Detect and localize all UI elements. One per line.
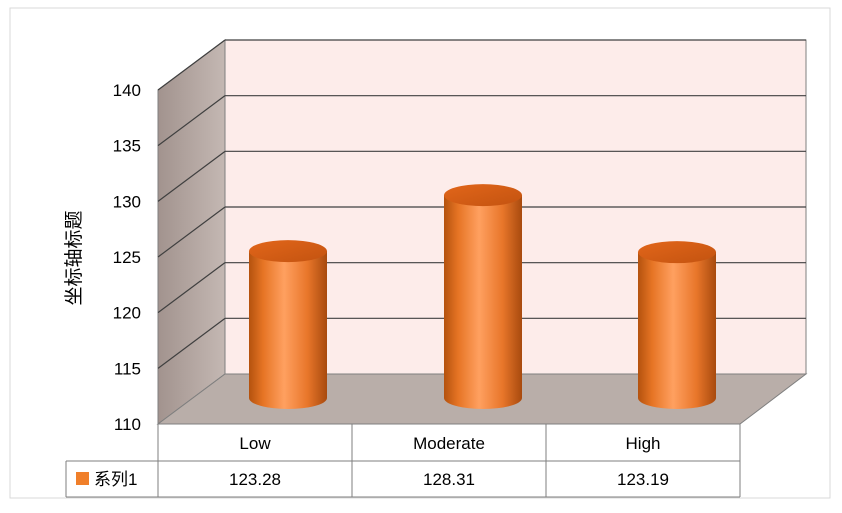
bar-top (444, 184, 522, 207)
y-tick-label: 130 (113, 192, 141, 211)
y-tick-label: 125 (113, 248, 141, 267)
gridline (157, 95, 226, 147)
x-tick-label: High (626, 434, 661, 453)
x-tick-label: Moderate (413, 434, 485, 453)
y-tick-label: 115 (114, 359, 141, 378)
y-axis-ticks: 110 115 120 125 130 135 140 (113, 81, 141, 434)
x-tick-label: Low (239, 434, 271, 453)
table-values: 123.28 128.31 123.19 (229, 470, 669, 489)
bar-body (444, 195, 522, 409)
table-value: 128.31 (423, 470, 475, 489)
y-tick-label: 135 (113, 137, 141, 156)
data-table: Low Moderate High 123.28 128.31 123.19 系列1 (65, 424, 741, 498)
legend-series-name: 系列1 (94, 470, 137, 489)
gridline (157, 206, 226, 258)
bar-top (249, 240, 327, 263)
bar-body (249, 251, 327, 409)
y-tick-label: 110 (114, 415, 141, 434)
bar (249, 240, 327, 409)
y-axis-title: 坐标轴标题 (63, 210, 85, 305)
bar-body (638, 252, 716, 409)
bar-top (638, 241, 716, 264)
table-headers: Low Moderate High (239, 434, 660, 453)
y-tick-label: 140 (113, 81, 141, 100)
bar (638, 241, 716, 409)
gridline (157, 39, 226, 91)
gridline (157, 262, 226, 314)
table-value: 123.28 (229, 470, 281, 489)
gridline (157, 150, 226, 202)
y-tick-label: 120 (113, 304, 141, 323)
legend-swatch (76, 472, 89, 485)
bars (249, 184, 716, 409)
table-value: 123.19 (617, 470, 669, 489)
gridline (157, 317, 226, 369)
bar (444, 184, 522, 409)
